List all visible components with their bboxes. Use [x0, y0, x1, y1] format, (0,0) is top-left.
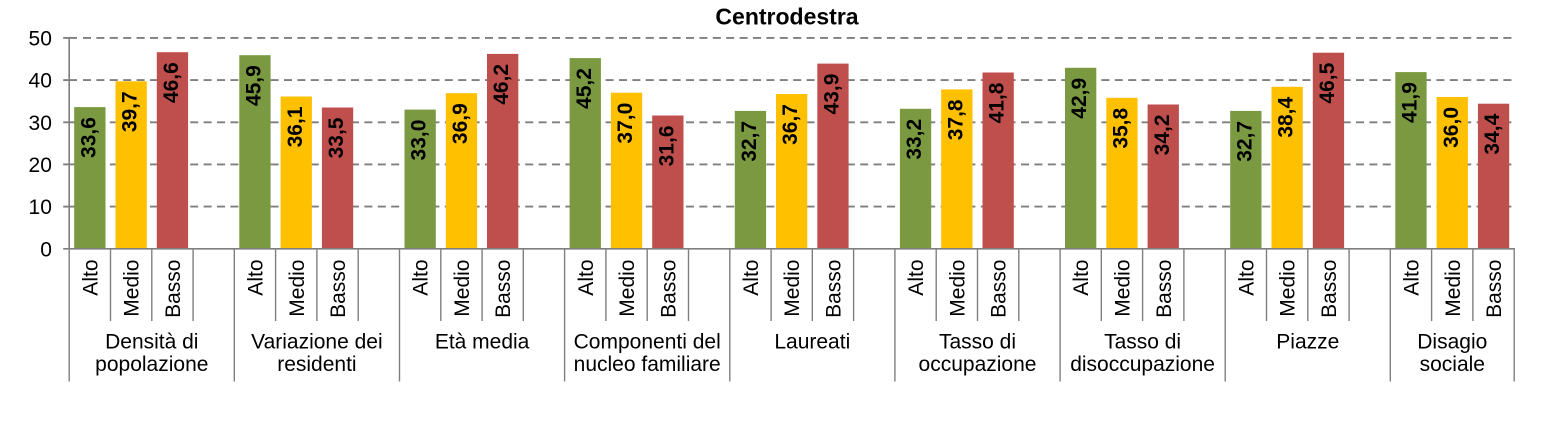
svg-text:30: 30 — [29, 112, 52, 135]
svg-text:43,9: 43,9 — [821, 74, 844, 115]
svg-text:Piazze: Piazze — [1276, 330, 1339, 353]
svg-text:sociale: sociale — [1420, 353, 1485, 376]
svg-text:Tasso di: Tasso di — [1104, 330, 1181, 353]
svg-text:Alto: Alto — [1401, 260, 1424, 296]
svg-text:Basso: Basso — [1483, 260, 1506, 318]
svg-text:Componenti del: Componenti del — [574, 330, 721, 353]
svg-text:Basso: Basso — [492, 260, 515, 318]
svg-text:Disagio: Disagio — [1417, 330, 1487, 353]
svg-text:46,2: 46,2 — [490, 64, 513, 105]
svg-text:Medio: Medio — [781, 260, 804, 317]
svg-text:residenti: residenti — [277, 353, 356, 376]
svg-text:36,0: 36,0 — [1440, 107, 1463, 148]
svg-text:Medio: Medio — [616, 260, 639, 317]
svg-text:39,7: 39,7 — [119, 91, 142, 132]
svg-text:Basso: Basso — [823, 260, 846, 318]
svg-text:Centrodestra: Centrodestra — [715, 3, 858, 29]
svg-text:34,4: 34,4 — [1481, 113, 1504, 154]
svg-text:10: 10 — [29, 196, 52, 219]
svg-text:Alto: Alto — [79, 260, 102, 296]
svg-text:Alto: Alto — [410, 260, 433, 296]
svg-text:Variazione dei: Variazione dei — [251, 330, 383, 353]
svg-text:Densità di: Densità di — [105, 330, 198, 353]
svg-text:Alto: Alto — [245, 260, 268, 296]
svg-text:disoccupazione: disoccupazione — [1070, 353, 1215, 376]
svg-text:Medio: Medio — [1112, 260, 1135, 317]
svg-text:33,0: 33,0 — [408, 120, 431, 161]
svg-text:37,0: 37,0 — [614, 103, 637, 144]
svg-text:36,9: 36,9 — [449, 103, 472, 144]
svg-text:45,2: 45,2 — [573, 68, 596, 109]
svg-text:41,9: 41,9 — [1399, 82, 1422, 123]
svg-text:46,6: 46,6 — [160, 62, 183, 103]
svg-text:Basso: Basso — [162, 260, 185, 318]
svg-text:Medio: Medio — [121, 260, 144, 317]
svg-text:Alto: Alto — [740, 260, 763, 296]
svg-text:Medio: Medio — [1442, 260, 1465, 317]
svg-text:Medio: Medio — [1277, 260, 1300, 317]
svg-text:37,8: 37,8 — [944, 99, 967, 140]
svg-text:20: 20 — [29, 154, 52, 177]
svg-text:50: 50 — [29, 27, 52, 50]
svg-text:38,4: 38,4 — [1275, 96, 1298, 137]
svg-text:occupazione: occupazione — [919, 353, 1037, 376]
svg-text:40: 40 — [29, 70, 52, 93]
svg-text:Medio: Medio — [946, 260, 969, 317]
svg-text:Tasso di: Tasso di — [939, 330, 1016, 353]
svg-text:Età media: Età media — [435, 330, 530, 353]
svg-text:32,7: 32,7 — [1233, 121, 1256, 162]
svg-text:0: 0 — [40, 238, 52, 261]
svg-text:Basso: Basso — [1153, 260, 1176, 318]
svg-text:Laureati: Laureati — [774, 330, 850, 353]
svg-text:Alto: Alto — [575, 260, 598, 296]
svg-text:34,2: 34,2 — [1151, 115, 1174, 156]
svg-text:Alto: Alto — [1235, 260, 1258, 296]
svg-text:Basso: Basso — [327, 260, 350, 318]
svg-text:35,8: 35,8 — [1110, 107, 1133, 148]
svg-text:Basso: Basso — [657, 260, 680, 318]
svg-text:nucleo familiare: nucleo familiare — [574, 353, 721, 376]
svg-text:42,9: 42,9 — [1068, 78, 1091, 119]
svg-text:31,6: 31,6 — [655, 126, 678, 167]
svg-text:Medio: Medio — [286, 260, 309, 317]
svg-text:41,8: 41,8 — [986, 82, 1009, 123]
svg-text:Medio: Medio — [451, 260, 474, 317]
svg-text:33,6: 33,6 — [77, 117, 100, 158]
svg-text:45,9: 45,9 — [243, 65, 266, 106]
svg-text:popolazione: popolazione — [95, 353, 208, 376]
svg-text:36,1: 36,1 — [284, 106, 307, 147]
svg-text:Basso: Basso — [1318, 260, 1341, 318]
svg-text:Basso: Basso — [988, 260, 1011, 318]
svg-text:33,5: 33,5 — [325, 117, 348, 158]
svg-text:Alto: Alto — [905, 260, 928, 296]
svg-text:33,2: 33,2 — [903, 119, 926, 160]
svg-text:46,5: 46,5 — [1316, 62, 1339, 103]
svg-text:32,7: 32,7 — [738, 121, 761, 162]
svg-text:36,7: 36,7 — [779, 104, 802, 145]
svg-text:Alto: Alto — [1070, 260, 1093, 296]
